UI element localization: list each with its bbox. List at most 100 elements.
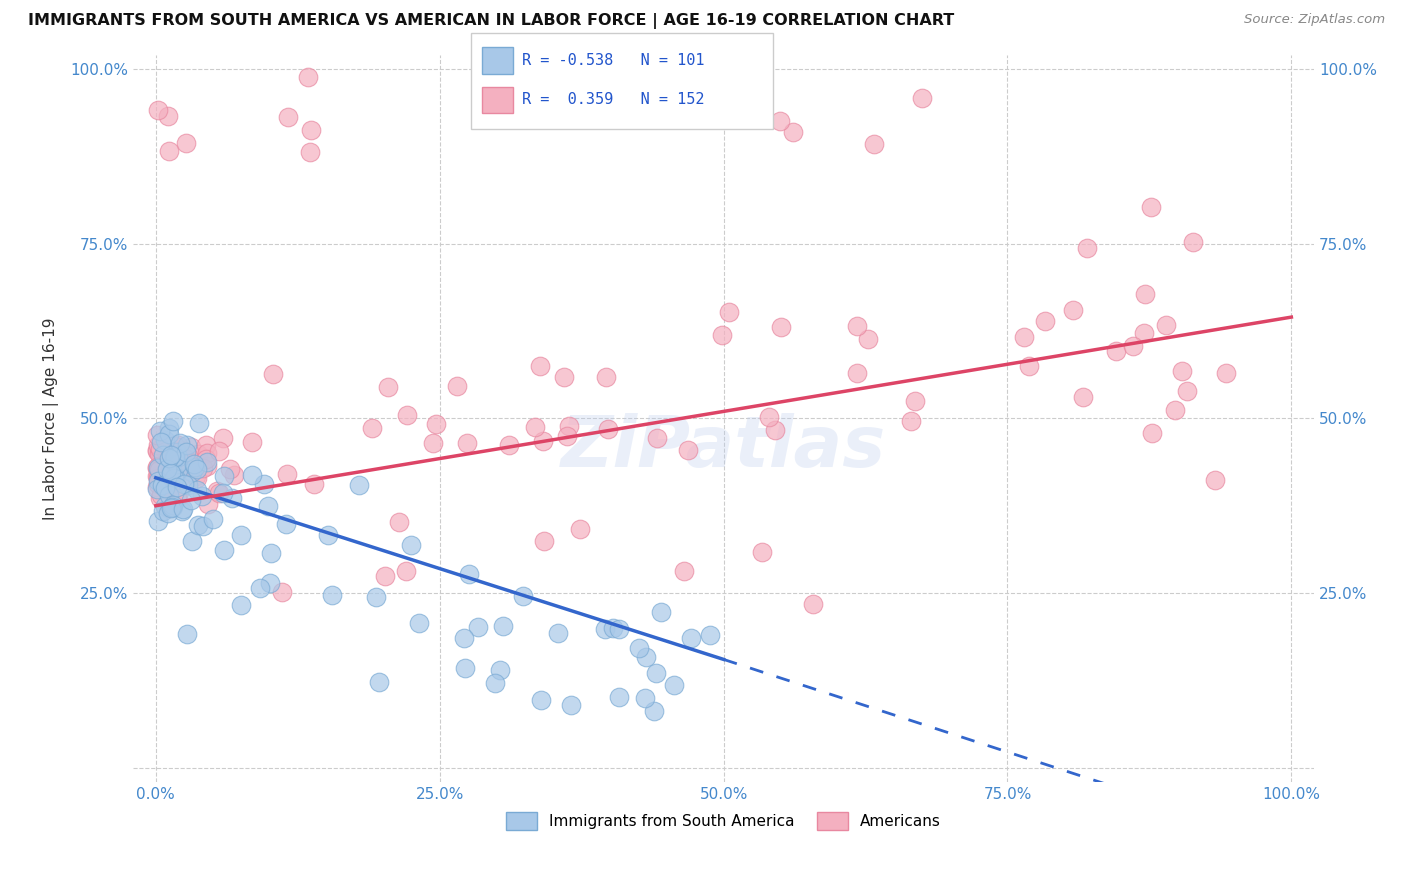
Point	[758, 409, 780, 424]
Point	[176, 464, 198, 478]
Point	[1105, 343, 1128, 358]
Point	[862, 137, 884, 152]
Point	[181, 465, 204, 479]
Point	[186, 483, 208, 497]
Point	[634, 650, 657, 665]
Point	[163, 439, 186, 453]
Text: R =  0.359   N = 152: R = 0.359 N = 152	[522, 93, 704, 107]
Point	[212, 468, 235, 483]
Point	[157, 506, 180, 520]
Point	[148, 467, 170, 482]
Point	[1062, 303, 1084, 318]
Point	[560, 698, 582, 713]
Point	[177, 456, 200, 470]
Point	[197, 497, 219, 511]
Point	[643, 704, 665, 718]
Point	[782, 125, 804, 139]
Point	[167, 453, 190, 467]
Point	[187, 416, 209, 430]
Point	[401, 539, 423, 553]
Point	[467, 620, 489, 634]
Point	[146, 443, 169, 458]
Point	[146, 479, 169, 493]
Point	[176, 450, 198, 464]
Point	[662, 678, 685, 692]
Point	[184, 460, 207, 475]
Point	[645, 430, 668, 444]
Point	[170, 443, 193, 458]
Point	[456, 436, 478, 450]
Point	[153, 433, 176, 447]
Point	[197, 454, 219, 468]
Point	[148, 469, 170, 483]
Point	[173, 477, 195, 491]
Y-axis label: In Labor Force | Age 16-19: In Labor Force | Age 16-19	[44, 318, 59, 520]
Point	[595, 370, 617, 384]
Point	[165, 470, 187, 484]
Point	[395, 565, 418, 579]
Legend: Immigrants from South America, Americans: Immigrants from South America, Americans	[501, 805, 948, 836]
Point	[159, 452, 181, 467]
Point	[160, 462, 183, 476]
Point	[1139, 200, 1161, 214]
Point	[1033, 314, 1056, 328]
Point	[157, 420, 180, 434]
Point	[148, 467, 170, 481]
Point	[165, 455, 187, 469]
Point	[229, 598, 252, 612]
Point	[377, 380, 399, 394]
Point	[146, 471, 169, 485]
Point	[159, 463, 181, 477]
Point	[276, 467, 298, 482]
Point	[395, 409, 418, 423]
Point	[717, 305, 740, 319]
Point	[148, 459, 170, 474]
Point	[260, 546, 283, 560]
Point	[259, 576, 281, 591]
Point	[633, 690, 655, 705]
Point	[229, 528, 252, 542]
Point	[167, 473, 190, 487]
Point	[191, 489, 214, 503]
Point	[191, 518, 214, 533]
Point	[645, 665, 668, 680]
Point	[276, 516, 298, 531]
Point	[149, 491, 172, 506]
Point	[1204, 474, 1226, 488]
Point	[425, 417, 447, 431]
Point	[361, 421, 384, 435]
Point	[1122, 339, 1144, 353]
Point	[162, 460, 184, 475]
Point	[195, 438, 218, 452]
Point	[845, 319, 868, 334]
Point	[801, 598, 824, 612]
Point	[149, 444, 172, 458]
Point	[152, 459, 174, 474]
Point	[160, 454, 183, 468]
Point	[194, 451, 217, 466]
Point	[157, 144, 180, 158]
Point	[153, 463, 176, 477]
Point	[484, 676, 506, 690]
Point	[160, 493, 183, 508]
Point	[148, 447, 170, 461]
Point	[162, 498, 184, 512]
Point	[176, 438, 198, 452]
Point	[163, 470, 186, 484]
Point	[157, 481, 180, 495]
Point	[1140, 425, 1163, 440]
Point	[769, 114, 792, 128]
Point	[1163, 402, 1185, 417]
Point	[387, 515, 409, 529]
Point	[155, 469, 177, 483]
Point	[547, 625, 569, 640]
Point	[170, 504, 193, 518]
Point	[218, 462, 240, 476]
Point	[453, 661, 475, 675]
Point	[524, 420, 547, 434]
Point	[422, 436, 444, 450]
Text: IMMIGRANTS FROM SOUTH AMERICA VS AMERICAN IN LABOR FORCE | AGE 16-19 CORRELATION: IMMIGRANTS FROM SOUTH AMERICA VS AMERICA…	[28, 13, 955, 29]
Point	[148, 477, 170, 491]
Point	[157, 451, 180, 466]
Point	[212, 486, 235, 500]
